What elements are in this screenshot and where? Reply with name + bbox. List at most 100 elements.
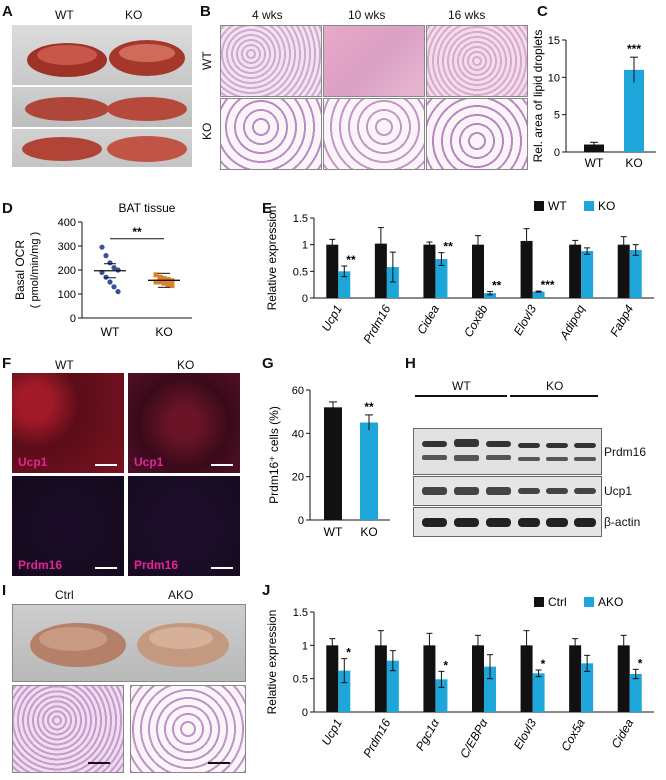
panel-h-group-ko: KO bbox=[546, 379, 564, 393]
data-point bbox=[99, 244, 105, 250]
bar bbox=[484, 293, 496, 298]
panel-j-label: J bbox=[262, 582, 271, 599]
data-point bbox=[161, 275, 167, 281]
panel-c-label: C bbox=[537, 3, 548, 20]
fluor-prdm16-ko bbox=[128, 476, 240, 576]
y-axis-label: ( pmol/min/mg ) bbox=[29, 232, 41, 308]
data-point bbox=[103, 274, 109, 280]
bar bbox=[584, 144, 604, 152]
x-tick-label: Ucp1 bbox=[319, 303, 345, 334]
panel-a-ko-label: KO bbox=[125, 8, 143, 22]
y-tick-label: 0 bbox=[298, 515, 304, 527]
data-point bbox=[161, 280, 167, 286]
significance-mark: * bbox=[541, 657, 546, 671]
histo-ctrl bbox=[12, 685, 124, 773]
significance-mark: ** bbox=[364, 400, 374, 414]
panel-b-row-ko: KO bbox=[200, 122, 214, 140]
data-point bbox=[107, 279, 113, 285]
significance-mark: ** bbox=[443, 240, 453, 254]
legend-swatch bbox=[534, 201, 544, 211]
panel-g-label: G bbox=[262, 355, 274, 372]
panel-h-label: H bbox=[405, 355, 416, 372]
panel-i-label: I bbox=[2, 582, 7, 599]
bar bbox=[374, 243, 387, 298]
histo-ko-10wks bbox=[323, 98, 425, 170]
data-point bbox=[165, 277, 171, 283]
legend-swatch bbox=[534, 597, 544, 607]
histo-wt-16wks bbox=[426, 25, 528, 97]
panel-b-label: B bbox=[200, 3, 211, 20]
y-tick-label: 1 bbox=[302, 640, 308, 652]
bar bbox=[386, 660, 399, 712]
bar bbox=[520, 645, 533, 712]
panel-a-label: A bbox=[2, 3, 13, 20]
y-axis-label: Rel. area of lipid droplets bbox=[531, 30, 545, 163]
panel-d-label: D bbox=[2, 200, 13, 217]
x-tick-label: KO bbox=[155, 325, 172, 339]
x-tick-label: Cox8b bbox=[461, 302, 491, 339]
chart-c: 0 5 10 15 WT KO *** Rel. area of lipid droplets bbox=[531, 30, 656, 170]
blot-ucp1 bbox=[413, 476, 602, 506]
x-tick-label: Cox5a bbox=[558, 716, 588, 753]
bar bbox=[326, 645, 339, 712]
y-tick-label: 0.5 bbox=[293, 266, 308, 278]
y-tick-label: 1.5 bbox=[293, 213, 308, 225]
bar bbox=[532, 673, 545, 712]
scale-bar bbox=[211, 464, 233, 466]
legend-label: AKO bbox=[598, 595, 623, 609]
x-tick-label: KO bbox=[625, 156, 642, 170]
fluor-stain-ucp1-ko: Ucp1 bbox=[134, 455, 164, 469]
data-point bbox=[153, 272, 159, 278]
bar bbox=[520, 240, 533, 298]
y-tick-label: 0 bbox=[302, 707, 308, 719]
panel-i-ako-label: AKO bbox=[168, 588, 194, 602]
chart-title: BAT tissue bbox=[119, 201, 176, 215]
x-tick-label: KO bbox=[360, 525, 377, 539]
histo-ko-4wks bbox=[220, 98, 322, 170]
bar bbox=[629, 674, 642, 712]
group-line-wt bbox=[415, 395, 507, 397]
bar bbox=[338, 271, 351, 298]
data-point bbox=[157, 274, 163, 280]
bar bbox=[532, 291, 545, 298]
bat-photo-1 bbox=[12, 25, 192, 85]
significance-mark: * bbox=[443, 658, 448, 672]
blot-actin bbox=[413, 507, 602, 537]
bar bbox=[617, 244, 630, 298]
histo-ko-16wks bbox=[426, 98, 528, 170]
y-axis-label: Prdm16⁺ cells (%) bbox=[267, 406, 281, 504]
bar bbox=[624, 69, 644, 152]
x-tick-label: Pgc1α bbox=[413, 716, 443, 754]
y-tick-label: 1 bbox=[302, 240, 308, 252]
data-point bbox=[107, 260, 113, 266]
blot-prdm16 bbox=[413, 428, 602, 475]
legend-swatch bbox=[584, 597, 594, 607]
panel-f-label: F bbox=[2, 355, 12, 372]
bar bbox=[324, 407, 342, 520]
significance-mark: ** bbox=[346, 253, 356, 267]
histo-wt-4wks bbox=[220, 25, 322, 97]
x-tick-label: Elovl3 bbox=[511, 716, 540, 752]
y-tick-label: 300 bbox=[58, 241, 76, 253]
bar bbox=[569, 244, 582, 298]
panel-f-wt-label: WT bbox=[55, 358, 74, 372]
data-point bbox=[157, 279, 163, 285]
bat-photo-2 bbox=[12, 87, 192, 127]
chart-d: 0 100 200 300 400 BAT tissue Basal OCR( pmol/m… bbox=[13, 201, 192, 339]
y-tick-label: 20 bbox=[292, 472, 304, 484]
panel-i-ctrl-label: Ctrl bbox=[55, 588, 74, 602]
bar bbox=[423, 645, 436, 712]
significance-mark: ** bbox=[132, 225, 142, 239]
data-point bbox=[103, 253, 109, 259]
legend-label: Ctrl bbox=[548, 595, 567, 609]
y-tick-label: 15 bbox=[548, 35, 560, 47]
chart-j: 0 0.5 1 1.5 * Ucp1 Prdm16 * Pgc1α C/EBPα * Elovl3 Co… bbox=[265, 595, 654, 761]
panel-b-col-16wks: 16 wks bbox=[448, 8, 486, 22]
bar bbox=[472, 244, 484, 298]
x-tick-label: Cidea bbox=[414, 302, 442, 336]
y-tick-label: 400 bbox=[58, 217, 76, 229]
fluor-ucp1-wt bbox=[12, 373, 124, 473]
bar bbox=[629, 250, 642, 298]
bar bbox=[338, 670, 351, 712]
bar bbox=[423, 244, 436, 298]
